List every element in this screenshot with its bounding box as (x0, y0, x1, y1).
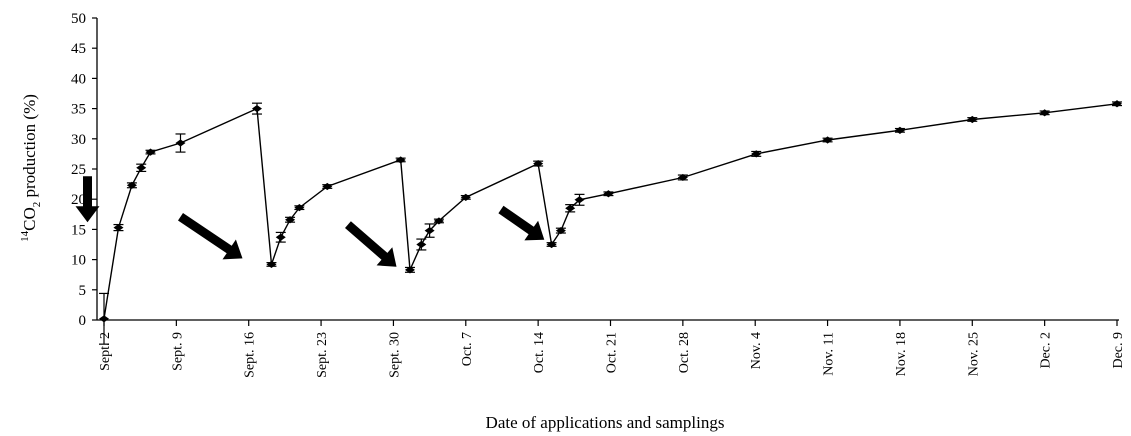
x-tick-label: Nov. 25 (966, 332, 981, 376)
data-point (677, 173, 688, 182)
y-tick-label: 5 (79, 283, 87, 299)
x-tick-label: Oct. 14 (532, 332, 547, 373)
data-point (285, 216, 296, 224)
data-point (555, 227, 566, 235)
data-point (822, 136, 833, 144)
x-tick-label: Dec. 2 (1039, 332, 1054, 369)
data-point (967, 115, 978, 124)
data-point (266, 260, 277, 269)
x-axis: Sept. 2 Sept. 9 Sept. 16 Sept. 23 Sept. 30 Oc… (97, 319, 1126, 378)
data-point (145, 148, 156, 156)
y-axis-title: 14CO2 production (%) (19, 94, 43, 242)
data-point (433, 217, 444, 225)
x-tick-label: Oct. 28 (677, 332, 692, 373)
x-tick-label: Dec. 9 (1111, 332, 1126, 369)
application-arrow (75, 176, 100, 223)
y-tick-label: 40 (71, 71, 86, 87)
data-point (1112, 100, 1122, 108)
y-tick-label: 50 (71, 11, 86, 27)
y-tick-label: 35 (71, 102, 86, 118)
data-point (136, 164, 147, 172)
x-tick-label: Nov. 18 (894, 332, 909, 376)
data-point (251, 105, 262, 113)
data-point (113, 223, 124, 232)
x-tick-label: Sept. 16 (243, 332, 258, 378)
data-point (175, 139, 186, 147)
data-point (322, 182, 333, 191)
data-point (126, 181, 137, 189)
application-arrow (498, 205, 545, 241)
application-arrow (345, 221, 397, 267)
x-tick-label: Sept. 23 (315, 332, 330, 378)
data-point (395, 156, 406, 164)
y-tick-label: 45 (71, 41, 86, 57)
x-tick-label: Oct. 7 (460, 332, 475, 366)
application-arrow (178, 213, 243, 260)
y-axis-title-co: CO (20, 207, 39, 231)
data-point (574, 196, 585, 204)
y-tick-label: 25 (71, 162, 86, 178)
application-arrows (75, 176, 545, 267)
data-point (1039, 109, 1050, 117)
y-tick-label: 15 (71, 222, 86, 238)
data-point (894, 126, 905, 134)
x-tick-label: Sept. 30 (387, 332, 402, 378)
y-axis-title-rest: production (%) (20, 94, 39, 202)
x-tick-label: Nov. 4 (749, 332, 764, 369)
data-point (424, 227, 435, 235)
x-tick-label: Sept. 2 (98, 332, 113, 371)
x-tick-label: Oct. 21 (605, 332, 620, 373)
y-axis-title-superscript: 14 (19, 230, 31, 242)
x-axis-title: Date of applications and samplings (486, 413, 725, 432)
y-tick-label: 20 (71, 192, 86, 208)
y-axis-title-subscript: 2 (31, 202, 43, 208)
x-tick-label: Sept. 9 (170, 332, 185, 371)
data-point (751, 150, 762, 158)
data-point (533, 159, 544, 168)
y-tick-label: 0 (79, 313, 87, 329)
data-point (603, 190, 614, 198)
data-point (404, 266, 415, 274)
data-point (460, 193, 471, 201)
data-point (565, 204, 576, 212)
data-point (275, 233, 286, 241)
data-series (99, 100, 1122, 345)
data-point (546, 240, 557, 249)
data-point (99, 315, 109, 323)
y-axis: 0 5 10 15 20 25 30 35 40 45 50 (71, 11, 98, 329)
data-point (294, 204, 305, 212)
x-tick-label: Nov. 11 (822, 332, 837, 376)
y-tick-label: 10 (71, 253, 86, 269)
y-tick-label: 30 (71, 132, 86, 148)
svg-text:14CO2 production (%): 14CO2 production (%) (19, 94, 43, 242)
series-line (103, 103, 1118, 319)
data-point (416, 240, 427, 249)
